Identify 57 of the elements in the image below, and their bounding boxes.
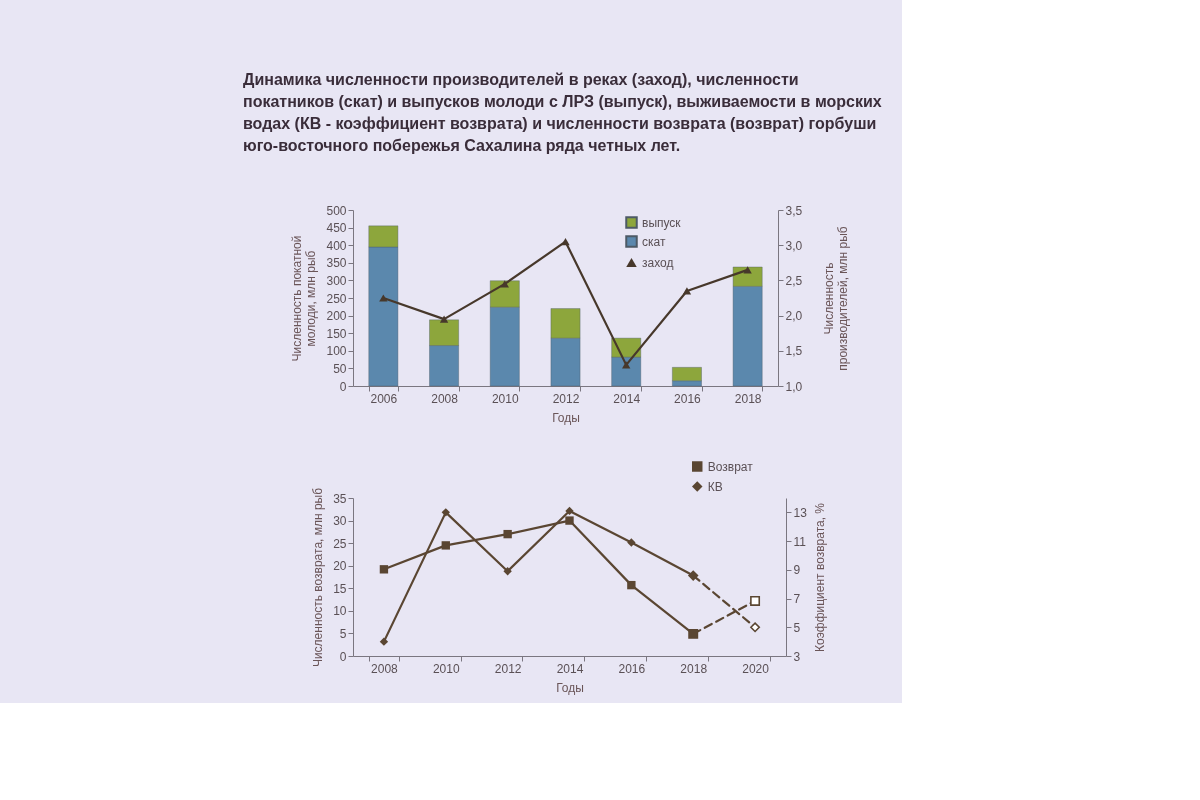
x-tick-label: 2008 (431, 391, 459, 406)
y-tick-label: 250 (326, 291, 347, 306)
y-axis-title: Численность покатной молоди, млн рыб (290, 235, 319, 362)
y-tick-label: 30 (333, 514, 347, 529)
y2-axis-title: Коэффициент возврата, % (812, 502, 827, 653)
y2-tick-label: 1,0 (785, 379, 803, 394)
y2-tick-label: 11 (793, 534, 807, 549)
x-tick-label: 2012 (552, 391, 580, 406)
y-tick-label: 450 (326, 221, 347, 236)
y2-tick-label: 2,0 (785, 309, 803, 324)
x-tick-label: 2010 (491, 391, 519, 406)
y2-tick-label: 13 (793, 505, 808, 520)
y2-tick-label: 5 (793, 620, 801, 635)
y-tick-label: 20 (333, 559, 347, 574)
x-tick-label: 2010 (432, 661, 460, 676)
y-tick-label: 100 (326, 344, 347, 359)
x-tick-label: 2006 (370, 391, 398, 406)
legend-label: скат (642, 234, 666, 249)
y-tick-label: 150 (326, 326, 347, 341)
y-tick-label: 50 (333, 361, 347, 376)
y-tick-label: 0 (339, 379, 347, 394)
y-tick-label: 35 (333, 491, 347, 506)
x-tick-label: 2012 (494, 661, 522, 676)
legend-label: заход (642, 255, 674, 270)
y-tick-label: 200 (326, 309, 347, 324)
chart-title: Динамика численности производителей в реках (заход), численности покатников (скат) и выпусков молоди с ЛРЗ (выпуск), выживаемости в морских водах (КВ - коэффициент возврата) и численности возврата (возврат) горбуши юго-восточного побережья Сахалина ряда четных лет. (242, 71, 882, 154)
x-tick-label: 2016 (674, 391, 702, 406)
y2-tick-label: 3,5 (785, 203, 803, 218)
legend-label: КВ (707, 479, 723, 494)
y2-tick-label: 3 (793, 649, 801, 664)
x-tick-label: 2018 (734, 391, 762, 406)
y-tick-label: 400 (326, 238, 347, 253)
x-tick-label: 2016 (618, 661, 646, 676)
y2-axis-title: Численность производителей, млн рыб (822, 226, 851, 371)
x-tick-label: 2008 (371, 661, 399, 676)
x-axis-title: Годы (552, 410, 580, 425)
y-tick-label: 300 (326, 273, 347, 288)
legend-label: Возврат (707, 459, 754, 474)
x-tick-label: 2020 (742, 661, 770, 676)
x-tick-label: 2014 (613, 391, 641, 406)
y2-tick-label: 3,0 (785, 238, 803, 253)
y-tick-label: 25 (333, 536, 347, 551)
x-tick-label: 2014 (556, 661, 584, 676)
y-tick-label: 500 (326, 203, 347, 218)
y2-tick-label: 9 (793, 563, 801, 578)
y-tick-label: 0 (339, 649, 347, 664)
y2-tick-label: 1,5 (785, 344, 803, 359)
x-tick-label: 2018 (680, 661, 708, 676)
y-axis-title: Численность возврата, млн рыб (311, 487, 326, 668)
y-tick-label: 5 (339, 626, 347, 641)
x-axis-title: Годы (556, 680, 584, 695)
y-tick-label: 15 (333, 581, 347, 596)
y2-tick-label: 2,5 (785, 273, 803, 288)
y-tick-label: 350 (326, 256, 347, 271)
y-tick-label: 10 (333, 604, 347, 619)
legend-label: выпуск (642, 215, 682, 230)
y2-tick-label: 7 (793, 592, 801, 607)
